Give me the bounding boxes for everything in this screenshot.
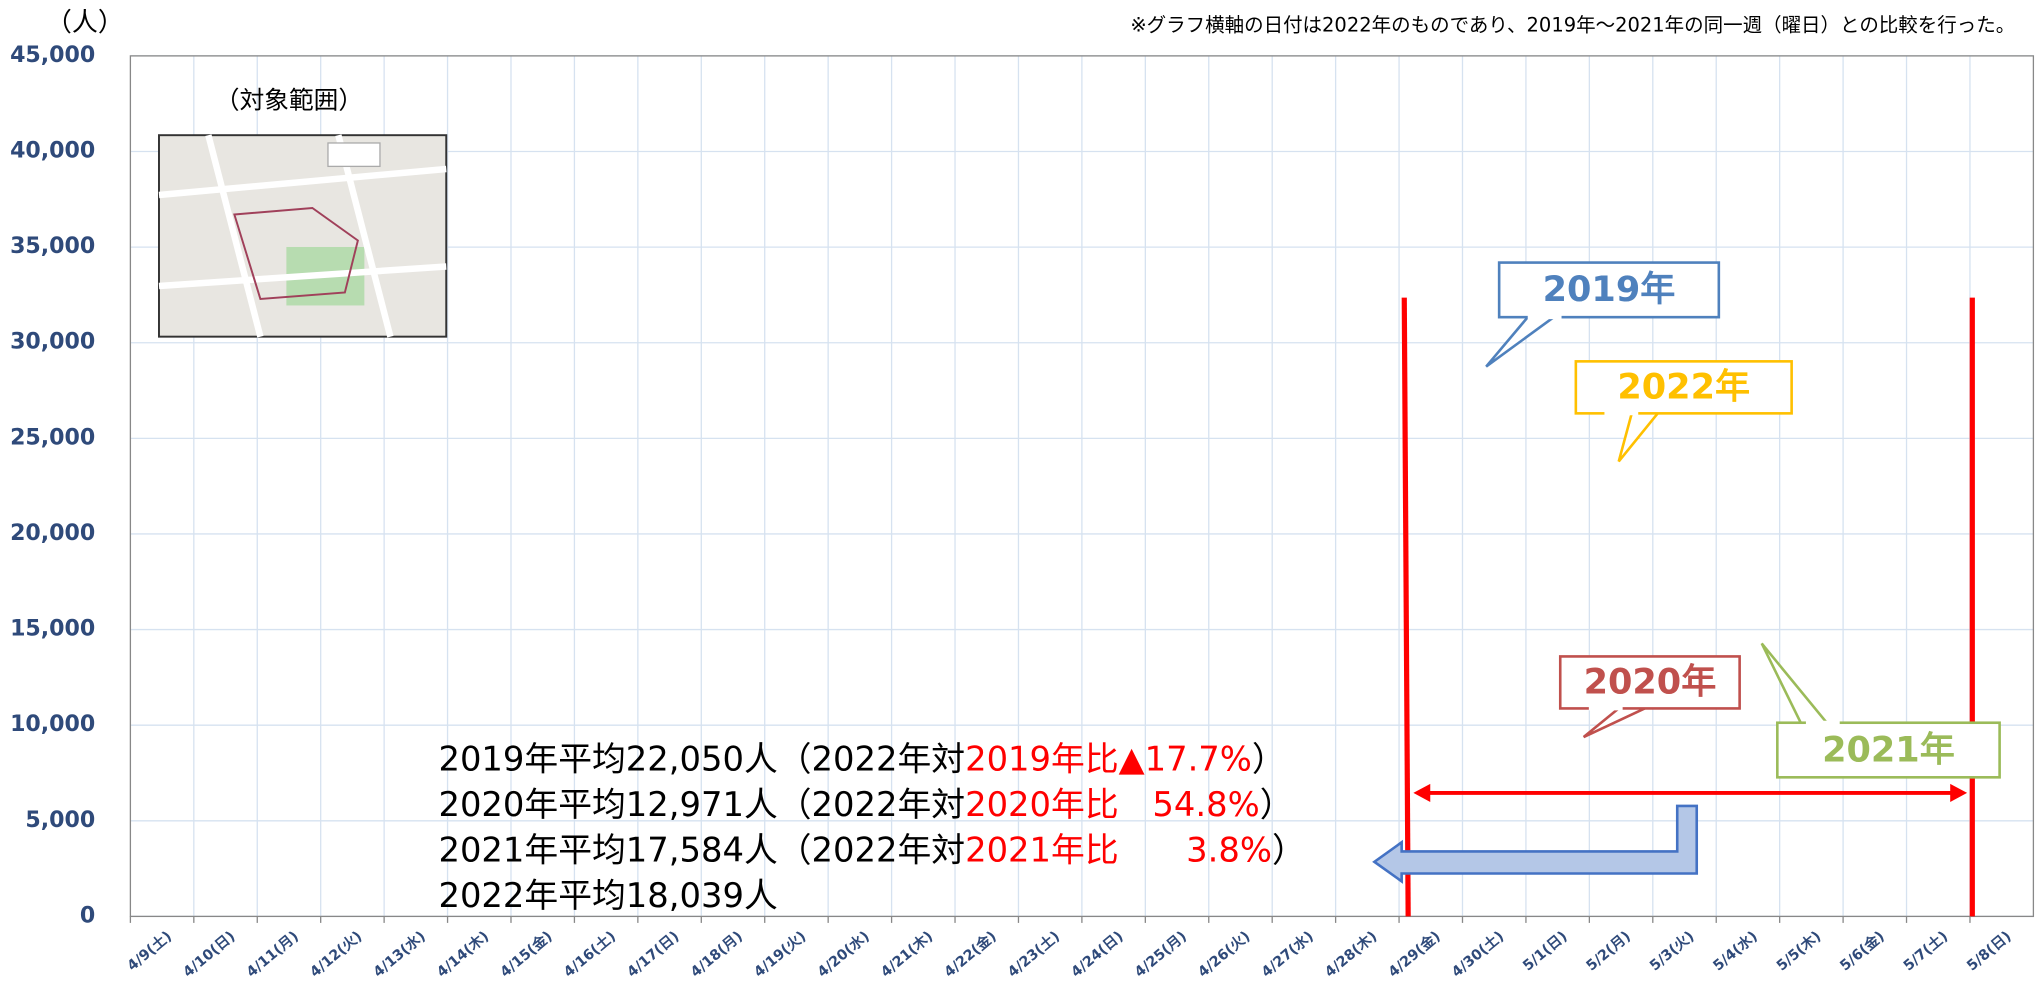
summary-highlight: 2019年比▲17.7% [965, 739, 1252, 778]
y-tick-label: 40,000 [10, 138, 95, 164]
chart: （人） ※グラフ横軸の日付は2022年のものであり、2019年～2021年の同一… [0, 0, 2039, 997]
summary-line: 2021年平均17,584人（2022年対2021年比 3.8%） [438, 830, 1305, 869]
x-tick-label: 4/25(月) [1131, 928, 1190, 981]
y-tick-label: 5,000 [25, 807, 95, 833]
x-tick-label: 4/23(土) [1004, 927, 1063, 981]
legend-label: 2020年 [1584, 662, 1717, 703]
summary-text: 2021年平均17,584人（2022年対 [438, 830, 965, 869]
x-tick-label: 4/11(月) [243, 928, 302, 981]
summary-highlight: 2020年比 54.8% [965, 784, 1260, 823]
x-tick-label: 4/20(水) [813, 927, 872, 981]
callout-tail [1584, 708, 1645, 737]
x-tick-label: 4/28(木) [1321, 927, 1380, 981]
x-tick-label: 4/19(火) [751, 928, 810, 981]
y-tick-label: 35,000 [10, 233, 95, 259]
summary-line: 2019年平均22,050人（2022年対2019年比▲17.7%） [438, 739, 1285, 778]
y-tick-label: 45,000 [10, 42, 95, 68]
x-tick-label: 4/18(月) [687, 928, 746, 981]
x-tick-label: 4/27(水) [1258, 927, 1317, 981]
x-tick-label: 5/7(土) [1899, 927, 1951, 974]
summary-text: 2019年平均22,050人（2022年対 [438, 739, 965, 778]
x-tick-label: 5/1(日) [1519, 928, 1570, 975]
y-tick-label: 20,000 [10, 520, 95, 546]
x-tick-label: 4/14(木) [433, 927, 492, 981]
x-tick-label: 4/17(日) [624, 928, 683, 981]
x-tick-label: 5/5(木) [1773, 927, 1825, 974]
note: ※グラフ横軸の日付は2022年のものであり、2019年～2021年の同一週（曜日… [1130, 13, 2015, 36]
y-tick-label: 0 [80, 902, 95, 928]
x-tick-label: 5/8(日) [1964, 928, 2015, 975]
x-tick-label: 5/6(金) [1836, 927, 1888, 974]
legend-label: 2022年 [1617, 367, 1750, 408]
summary-close: ） [1272, 830, 1306, 869]
x-tick-label: 5/2(月) [1583, 928, 1634, 975]
summary-text: 2020年平均12,971人（2022年対 [438, 784, 965, 823]
y-tick-label: 10,000 [10, 711, 95, 737]
x-tick-label: 4/15(金) [496, 927, 555, 981]
unit-label: （人） [46, 8, 124, 38]
x-tick-label: 4/12(火) [307, 928, 366, 981]
y-tick-label: 30,000 [10, 329, 95, 355]
summary-close: ） [1260, 784, 1294, 823]
legend-label: 2019年 [1543, 269, 1676, 310]
summary-highlight: 2021年比 3.8% [965, 830, 1272, 869]
summary-text: 2022年平均18,039人 [438, 875, 777, 914]
x-tick-label: 5/4(水) [1709, 927, 1761, 974]
x-tick-label: 4/29(金) [1384, 927, 1443, 981]
legend-label: 2021年 [1822, 729, 1955, 770]
x-tick-label: 4/24(日) [1068, 928, 1127, 981]
x-tick-label: 4/30(土) [1448, 927, 1507, 981]
x-tick-label: 4/22(金) [940, 927, 999, 981]
map-inset [159, 135, 446, 336]
x-tick-label: 4/26(火) [1195, 928, 1254, 981]
callout-tail [1486, 317, 1554, 366]
x-tick-label: 4/13(水) [369, 927, 428, 981]
inset-label: （対象範囲） [215, 85, 363, 114]
x-tick-label: 4/10(日) [180, 928, 239, 981]
x-tick-label: 4/16(土) [560, 927, 619, 981]
y-tick-label: 15,000 [10, 616, 95, 642]
summary-line: 2022年平均18,039人 [438, 875, 777, 914]
summary-line: 2020年平均12,971人（2022年対2020年比 54.8%） [438, 784, 1293, 823]
x-tick-label: 5/3(火) [1646, 928, 1697, 975]
summary-close: ） [1252, 739, 1286, 778]
page: {"chart_data":{"type":"line", "unit_labe… [0, 0, 2039, 997]
x-tick-label: 4/21(木) [877, 927, 936, 981]
callout-tail [1619, 413, 1658, 461]
y-tick-label: 25,000 [10, 424, 95, 450]
x-tick-label: 4/9(土) [123, 927, 175, 974]
callout-tail [1762, 643, 1827, 722]
